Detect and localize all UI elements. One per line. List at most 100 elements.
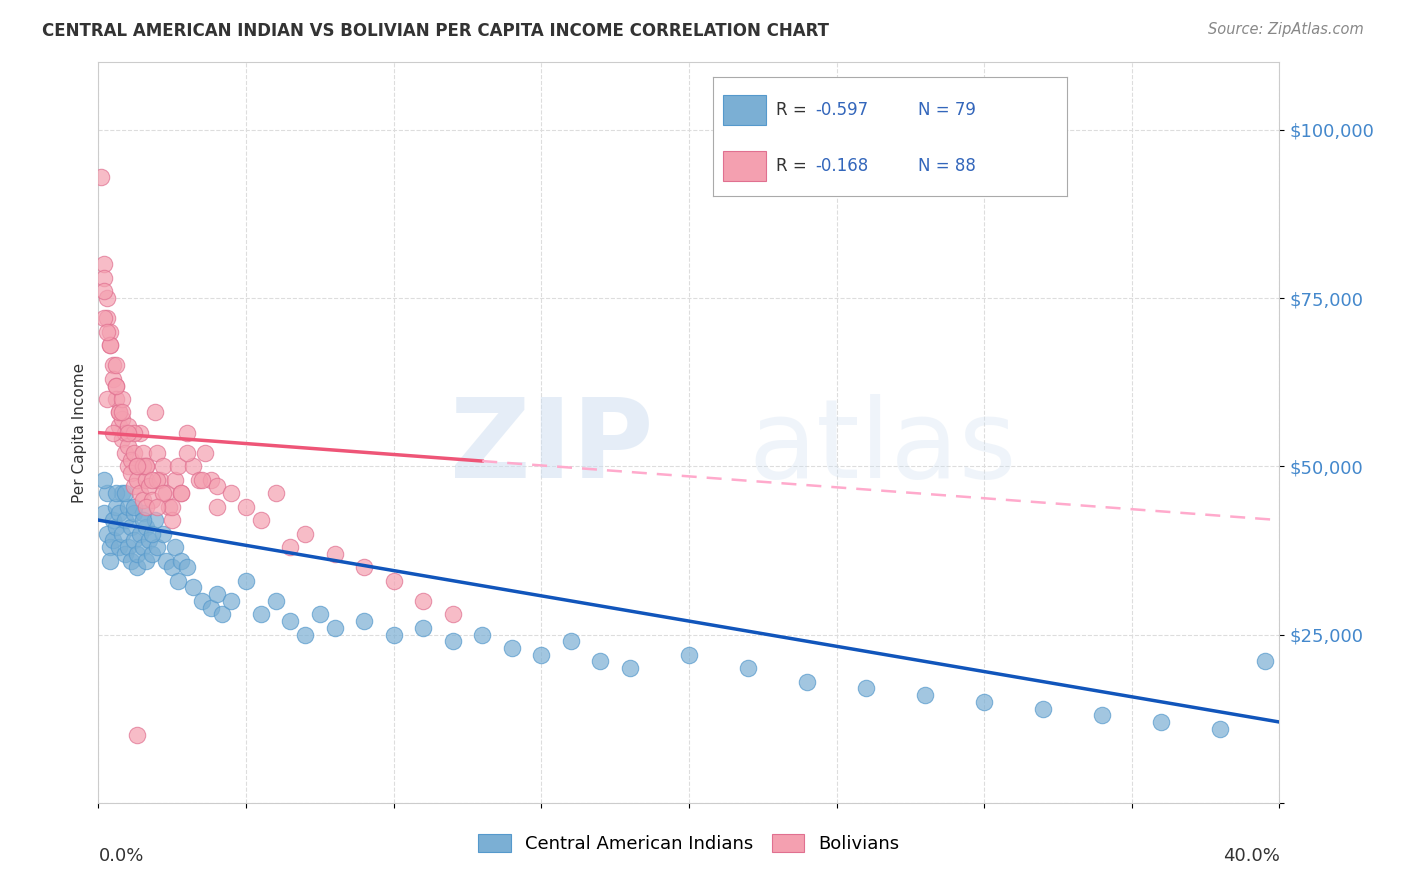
Point xyxy=(382,627,405,641)
Point xyxy=(120,452,142,467)
Point xyxy=(96,526,118,541)
Point xyxy=(176,446,198,460)
Point xyxy=(93,257,115,271)
Point xyxy=(191,594,214,608)
Point xyxy=(117,425,139,440)
Point xyxy=(132,459,155,474)
Point xyxy=(125,547,148,561)
Point xyxy=(93,270,115,285)
Point xyxy=(170,553,193,567)
Point xyxy=(108,418,131,433)
Point xyxy=(111,433,134,447)
Point xyxy=(170,486,193,500)
Point xyxy=(162,560,183,574)
Point xyxy=(294,627,316,641)
Point xyxy=(353,560,375,574)
Point xyxy=(294,526,316,541)
Point xyxy=(221,594,243,608)
Point xyxy=(105,378,128,392)
Point xyxy=(117,500,139,514)
Point xyxy=(152,486,174,500)
Point xyxy=(143,513,166,527)
Point xyxy=(98,553,121,567)
Point xyxy=(108,405,131,419)
Point xyxy=(120,466,142,480)
Point xyxy=(855,681,877,696)
Point xyxy=(176,560,198,574)
Point xyxy=(114,486,136,500)
Point xyxy=(167,459,190,474)
Point xyxy=(122,507,145,521)
Point xyxy=(96,325,118,339)
Point xyxy=(105,359,128,373)
Point xyxy=(117,540,139,554)
Point xyxy=(122,500,145,514)
Point xyxy=(211,607,233,622)
Point xyxy=(1150,714,1173,729)
Point xyxy=(108,540,131,554)
Point xyxy=(146,473,169,487)
Point xyxy=(471,627,494,641)
Point xyxy=(122,425,145,440)
Text: 0.0%: 0.0% xyxy=(98,847,143,865)
Point xyxy=(138,479,160,493)
Point xyxy=(105,392,128,406)
Point xyxy=(205,500,228,514)
Point xyxy=(128,486,150,500)
Y-axis label: Per Capita Income: Per Capita Income xyxy=(72,362,87,503)
Point xyxy=(96,291,118,305)
Point xyxy=(264,486,287,500)
Point xyxy=(250,607,273,622)
Point xyxy=(98,338,121,352)
Point xyxy=(108,405,131,419)
Point xyxy=(235,500,257,514)
Point xyxy=(205,479,228,493)
Point xyxy=(135,500,157,514)
Point xyxy=(125,459,148,474)
Point xyxy=(441,634,464,648)
Point xyxy=(96,392,118,406)
Point xyxy=(309,607,332,622)
Point xyxy=(135,459,157,474)
Point xyxy=(191,473,214,487)
Text: Source: ZipAtlas.com: Source: ZipAtlas.com xyxy=(1208,22,1364,37)
Point xyxy=(152,459,174,474)
Point xyxy=(114,513,136,527)
Point xyxy=(135,473,157,487)
Point xyxy=(157,500,180,514)
Point xyxy=(1091,708,1114,723)
Point xyxy=(135,520,157,534)
Point xyxy=(441,607,464,622)
Point xyxy=(103,372,125,386)
Point xyxy=(111,412,134,426)
Point xyxy=(165,473,187,487)
Point xyxy=(280,540,302,554)
Point xyxy=(114,547,136,561)
Point xyxy=(323,621,346,635)
Point xyxy=(619,661,641,675)
Point xyxy=(111,392,134,406)
Text: 40.0%: 40.0% xyxy=(1223,847,1279,865)
Point xyxy=(114,425,136,440)
Point xyxy=(98,325,121,339)
Point xyxy=(141,492,163,507)
Point xyxy=(146,540,169,554)
Point xyxy=(93,285,115,299)
Point xyxy=(167,574,190,588)
Point xyxy=(162,513,183,527)
Point xyxy=(98,338,121,352)
Point xyxy=(165,540,187,554)
Text: CENTRAL AMERICAN INDIAN VS BOLIVIAN PER CAPITA INCOME CORRELATION CHART: CENTRAL AMERICAN INDIAN VS BOLIVIAN PER … xyxy=(42,22,830,40)
Point xyxy=(125,473,148,487)
Point xyxy=(382,574,405,588)
Point xyxy=(149,473,172,487)
Point xyxy=(93,507,115,521)
Point xyxy=(176,425,198,440)
Point xyxy=(323,547,346,561)
Point xyxy=(737,661,759,675)
Point xyxy=(128,526,150,541)
Point xyxy=(678,648,700,662)
Point xyxy=(146,500,169,514)
Point xyxy=(132,507,155,521)
Point xyxy=(125,560,148,574)
